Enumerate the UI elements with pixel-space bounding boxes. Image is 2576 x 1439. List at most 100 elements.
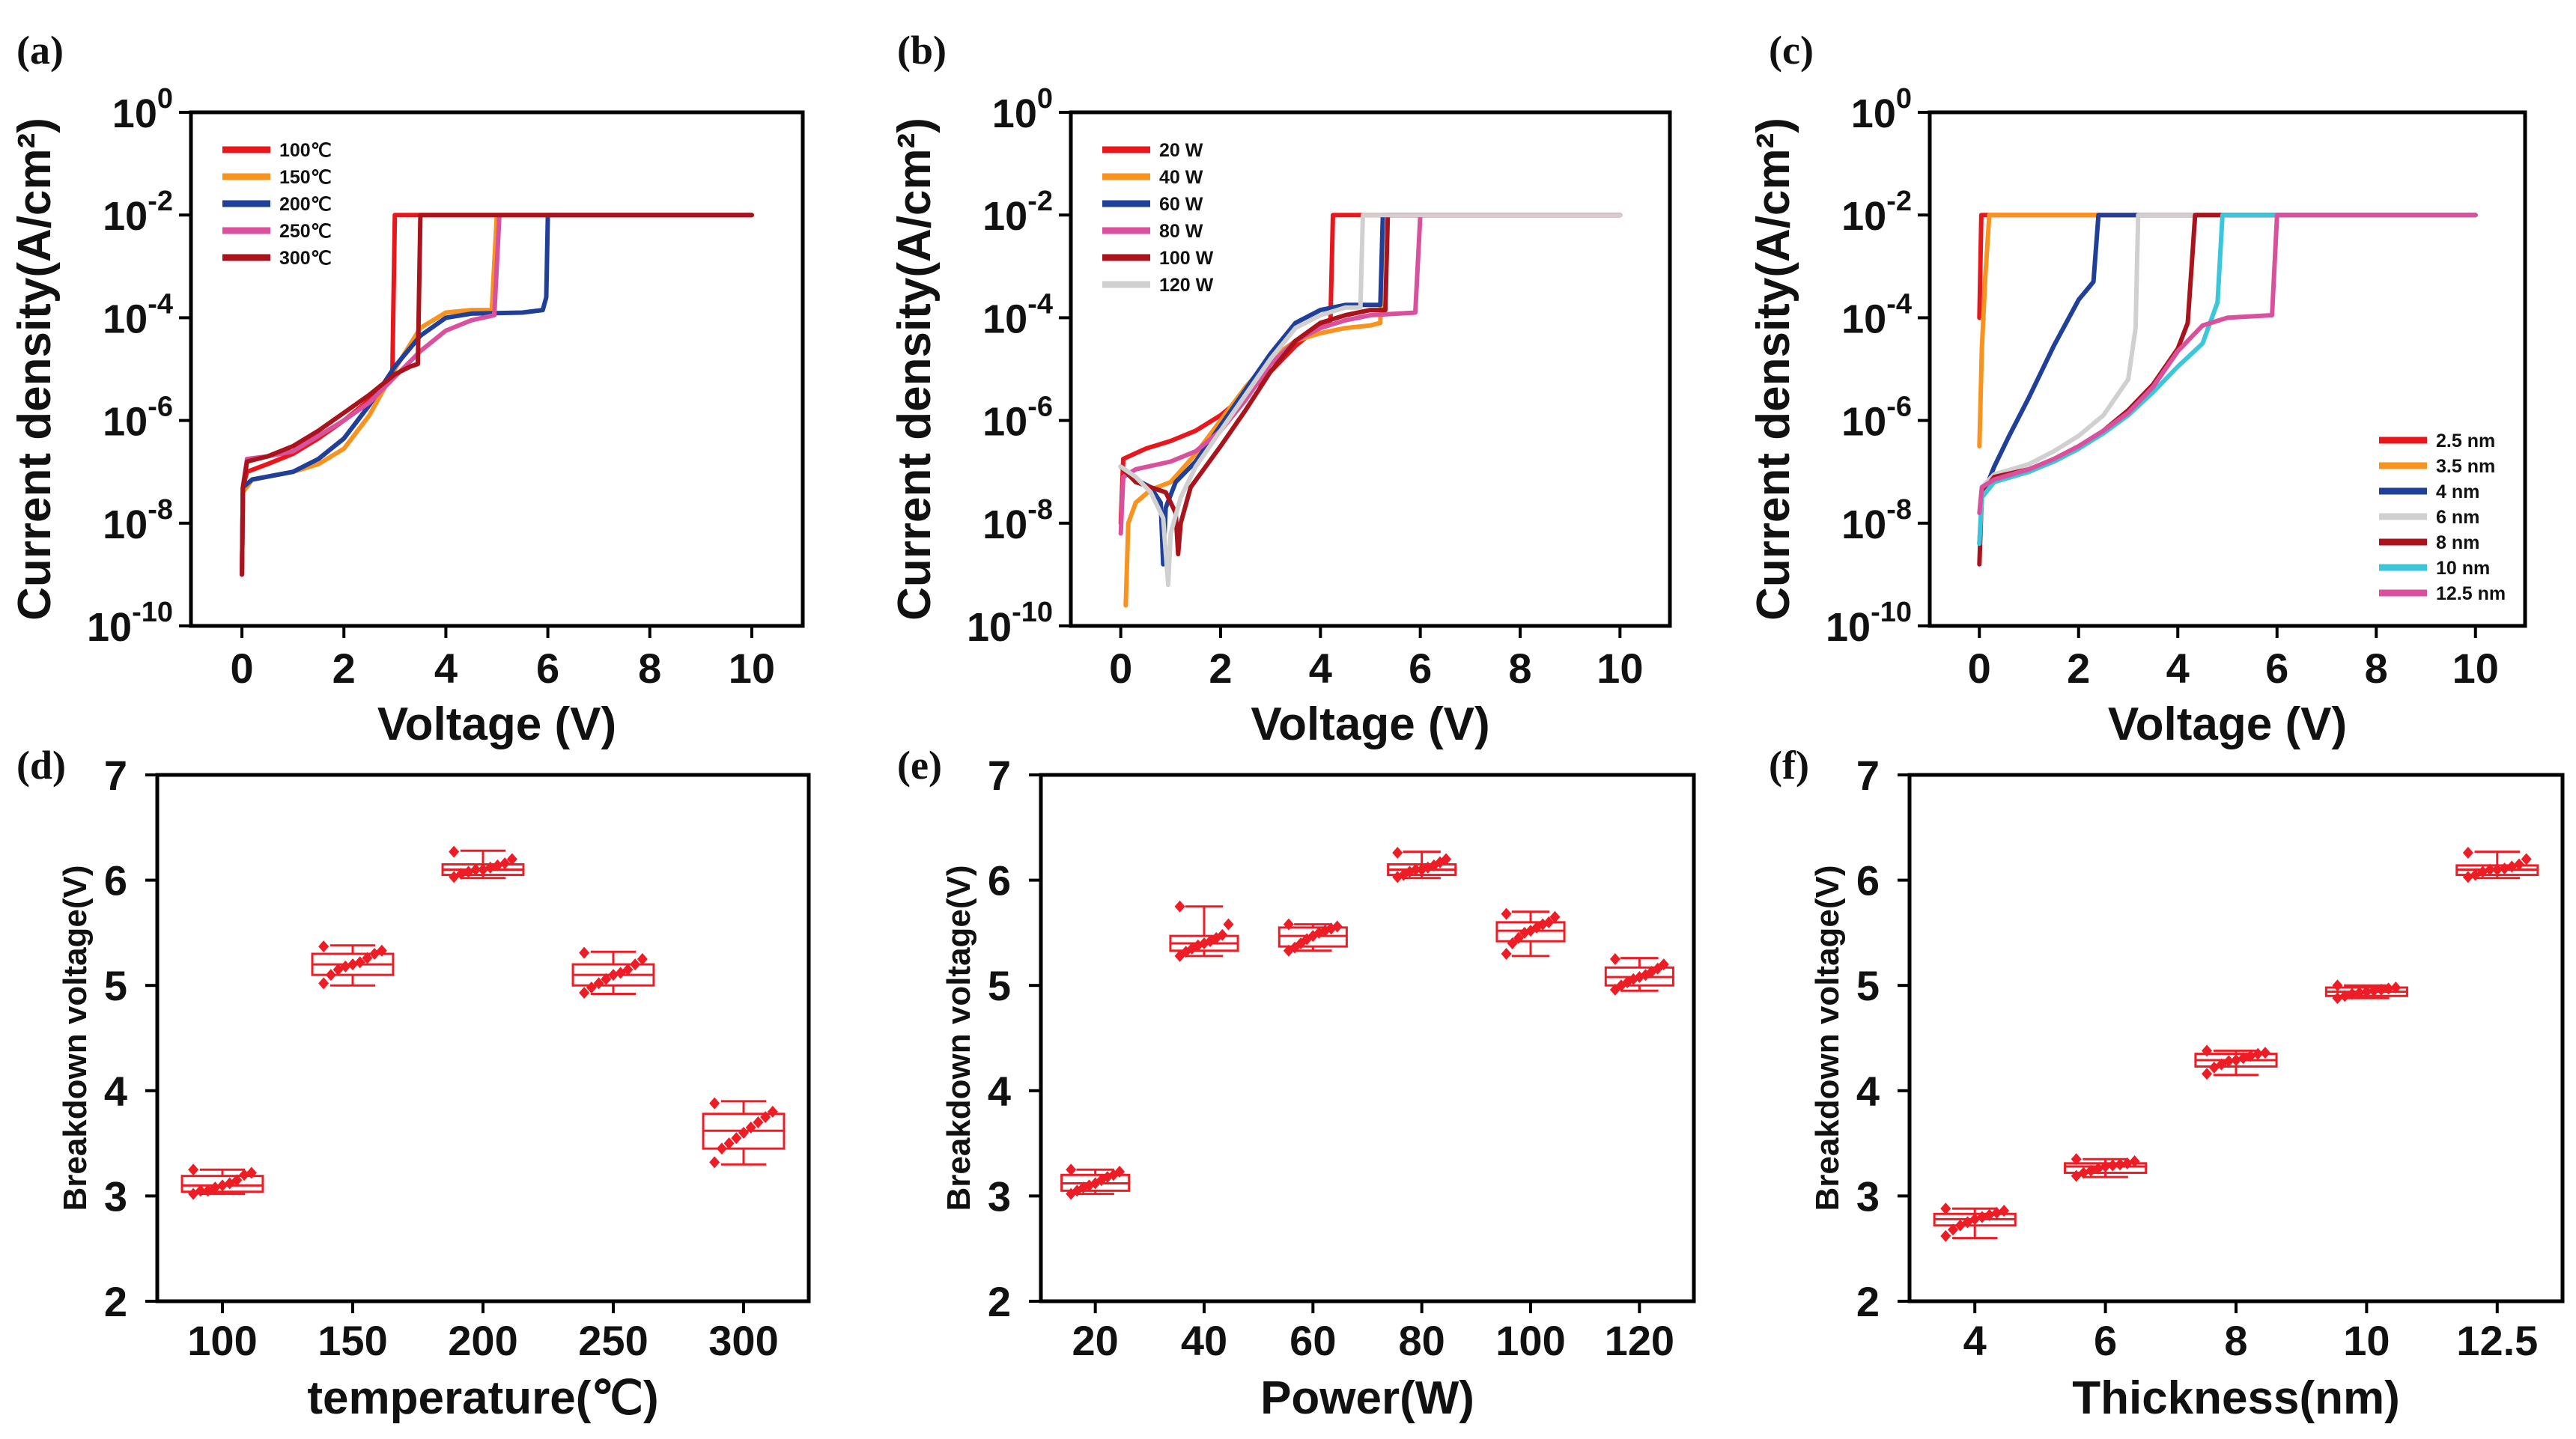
x-tick-label: 10 [1597, 645, 1643, 692]
box-6 [2064, 1153, 2148, 1182]
series-line-2-5-nm [1977, 213, 2478, 320]
data-point [2361, 985, 2372, 998]
legend-label: 300℃ [279, 248, 332, 269]
y-tick-base: 10 [112, 91, 157, 136]
x-tick-label: 10 [2452, 645, 2499, 692]
x-tick-label: 250 [578, 1317, 648, 1364]
y-tick-label: 10-2 [1841, 186, 1912, 239]
y-tick-exponent: -2 [1027, 186, 1053, 217]
y-tick-label: 10-6 [103, 392, 173, 445]
y-tick-label: 10-4 [982, 288, 1053, 341]
y-tick-label: 100 [1851, 83, 1912, 136]
x-tick-label: 2 [332, 645, 356, 692]
legend: 20 W 40 W 60 W 80 W 100 W 120 W [1102, 140, 1214, 296]
y-tick-label: 6 [1856, 857, 1880, 904]
legend-label: 2.5 nm [2436, 431, 2495, 451]
x-tick-label: 8 [1508, 645, 1531, 692]
series-line-8-nm [1977, 213, 2478, 567]
series-line-100-W [1118, 213, 1623, 556]
data-point [318, 940, 329, 953]
x-axis-label: Voltage (V) [377, 699, 616, 750]
box-20 [1060, 1163, 1131, 1200]
y-tick-exponent: 0 [1896, 83, 1912, 115]
data-point [2513, 858, 2524, 871]
data-point [2369, 985, 2380, 997]
data-point [239, 1169, 250, 1181]
data-point [318, 977, 329, 990]
box-250 [571, 946, 655, 1000]
y-tick-exponent: -8 [148, 494, 173, 526]
data-point [463, 865, 474, 878]
data-point [2462, 871, 2473, 883]
y-axis-label: Breakdown voltage(V) [57, 865, 94, 1211]
panel-b: (b)0 2 4 6 8 1010-1010-810-610-410-2100Voltag… [889, 28, 1672, 750]
data-point [1114, 1166, 1126, 1178]
data-point [362, 952, 373, 964]
series-line-200- [240, 213, 754, 577]
x-axis-label: Voltage (V) [2108, 699, 2347, 750]
legend-label: 6 nm [2436, 507, 2479, 528]
y-tick-exponent: -10 [1871, 597, 1912, 628]
data-point [2071, 1153, 2082, 1166]
legend-label: 20 W [1159, 140, 1203, 161]
box-80 [1387, 847, 1457, 883]
data-point [210, 1181, 221, 1194]
x-tick-label: 6 [2094, 1317, 2117, 1364]
data-point [2485, 863, 2496, 876]
y-tick-base: 10 [1841, 400, 1886, 445]
data-point [2390, 982, 2402, 994]
data-point [1513, 931, 1524, 944]
box-4 [1933, 1202, 2017, 1242]
x-axis-label: Power(W) [1260, 1372, 1474, 1424]
data-point [1948, 1223, 1959, 1236]
data-point [2253, 1047, 2264, 1060]
y-tick-exponent: -4 [1027, 288, 1053, 320]
data-point [2332, 979, 2343, 992]
y-tick-label: 5 [988, 962, 1011, 1009]
box-150 [311, 940, 395, 990]
data-point [1283, 918, 1294, 931]
panel-label: (c) [1769, 28, 1814, 73]
y-tick-label: 7 [988, 752, 1011, 799]
x-tick-label: 200 [448, 1317, 517, 1364]
y-tick-base: 10 [992, 91, 1037, 136]
y-tick-exponent: -10 [132, 597, 173, 628]
y-tick-label: 10-4 [103, 288, 173, 341]
x-tick-label: 0 [1968, 645, 1991, 692]
y-tick-label: 4 [988, 1068, 1011, 1115]
data-point [1984, 1208, 1995, 1221]
data-point [637, 953, 648, 966]
data-point [745, 1122, 756, 1134]
y-tick-label: 10-8 [1841, 494, 1912, 547]
x-tick-label: 8 [2365, 645, 2388, 692]
x-tick-label: 8 [2224, 1317, 2247, 1364]
data-point [716, 1143, 727, 1155]
legend-label: 3.5 nm [2436, 456, 2495, 477]
x-tick-label: 150 [318, 1317, 387, 1364]
data-point [601, 973, 612, 985]
series-line-80-W [1118, 213, 1623, 536]
data-point [1392, 847, 1403, 860]
y-tick-exponent: -4 [148, 288, 173, 320]
y-tick-base: 10 [1851, 91, 1896, 136]
data-point [2078, 1166, 2089, 1179]
y-tick-exponent: -6 [1027, 392, 1053, 423]
data-point [1543, 916, 1555, 928]
y-tick-base: 10 [1841, 194, 1886, 239]
panel-label: (a) [16, 28, 64, 73]
data-point [2477, 865, 2488, 878]
data-point [1969, 1213, 1981, 1226]
y-tick-label: 3 [988, 1172, 1011, 1220]
x-tick-label: 20 [1072, 1317, 1119, 1364]
data-point [2506, 860, 2518, 873]
data-point [2259, 1047, 2270, 1059]
data-point [506, 853, 517, 865]
legend-label: 8 nm [2436, 532, 2479, 553]
y-tick-exponent: 0 [1037, 83, 1053, 115]
y-tick-label: 5 [104, 962, 127, 1009]
y-tick-label: 4 [104, 1068, 127, 1115]
data-point [455, 868, 467, 880]
y-tick-base: 10 [982, 502, 1027, 547]
data-point [1217, 928, 1228, 941]
